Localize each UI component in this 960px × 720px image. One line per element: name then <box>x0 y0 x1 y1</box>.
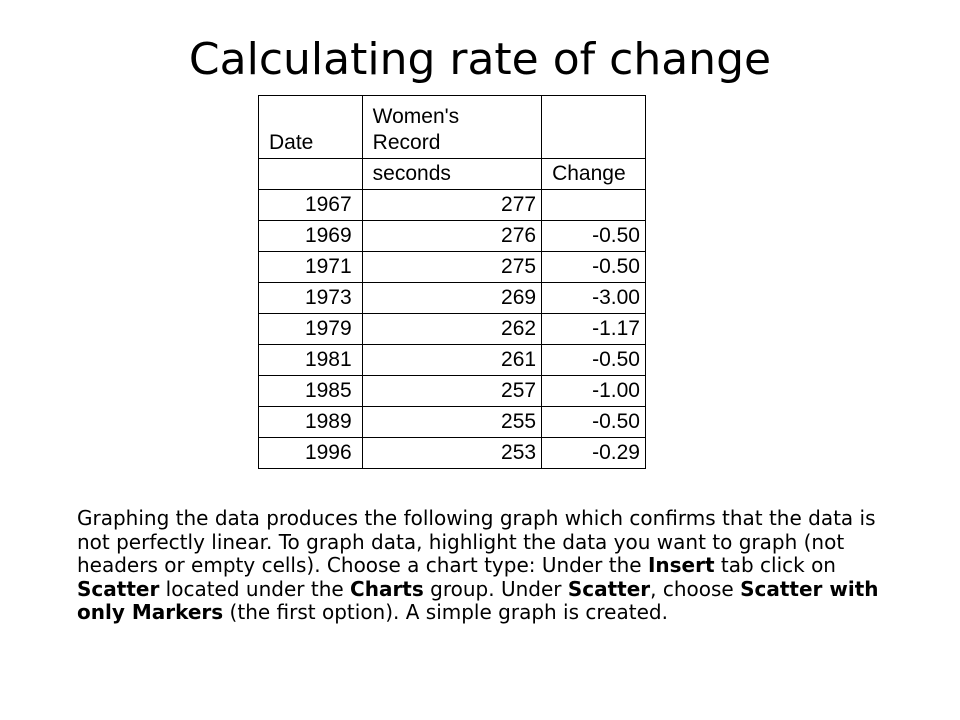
bold-scatter-markers: Scatter with only Markers <box>77 576 879 624</box>
table-header-row: Date Women's Record <box>258 95 646 159</box>
subheader-empty <box>258 158 363 190</box>
cell-change: -0.50 <box>541 251 646 283</box>
text-segment: group. Under <box>423 576 568 601</box>
text-segment: (the first option). A simple graph is cr… <box>223 600 668 624</box>
cell-record: 253 <box>361 437 543 469</box>
cell-change: -0.50 <box>541 344 646 376</box>
cell-record: 262 <box>361 313 543 345</box>
cell-record: 257 <box>361 375 543 407</box>
cell-change: -0.29 <box>541 437 646 469</box>
cell-record: 276 <box>361 220 543 252</box>
cell-date: 1973 <box>258 282 363 314</box>
text-segment: Graphing the data produces the following… <box>77 506 876 577</box>
table-row: 1985 257 -1.00 <box>258 375 646 407</box>
bold-scatter-2: Scatter <box>567 576 651 601</box>
cell-record: 277 <box>361 189 543 221</box>
table-row: 1989 255 -0.50 <box>258 406 646 438</box>
instructions-paragraph: Graphing the data produces the following… <box>77 506 907 625</box>
bold-insert: Insert <box>647 553 715 577</box>
cell-record: 255 <box>361 406 543 438</box>
text-segment: , choose <box>650 576 741 601</box>
bold-scatter: Scatter <box>77 576 160 601</box>
cell-change: -1.00 <box>541 375 646 407</box>
cell-change <box>541 189 646 221</box>
table-row: 1996 253 -0.29 <box>258 437 646 469</box>
cell-change: -1.17 <box>541 313 646 345</box>
cell-change: -0.50 <box>541 406 646 438</box>
header-womens-record: Women's Record <box>361 95 543 159</box>
table-row: 1979 262 -1.17 <box>258 313 646 345</box>
text-segment: tab click on <box>714 553 836 577</box>
table-row: 1967 277 <box>258 189 646 221</box>
record-table: Date Women's Record seconds Change 1967 2… <box>258 95 646 469</box>
cell-date: 1979 <box>258 313 363 345</box>
cell-record: 275 <box>361 251 543 283</box>
slide-title: Calculating rate of change <box>188 34 772 85</box>
header-seconds: seconds <box>361 158 543 190</box>
cell-date: 1967 <box>258 189 363 221</box>
cell-date: 1989 <box>258 406 363 438</box>
cell-change: -0.50 <box>541 220 646 252</box>
cell-change: -3.00 <box>541 282 646 314</box>
text-segment: located under the <box>159 576 351 601</box>
cell-date: 1981 <box>258 344 363 376</box>
bold-charts: Charts <box>350 576 424 601</box>
cell-date: 1971 <box>258 251 363 283</box>
header-date: Date <box>258 95 363 159</box>
table-row: 1969 276 -0.50 <box>258 220 646 252</box>
cell-record: 261 <box>361 344 543 376</box>
cell-date: 1996 <box>258 437 363 469</box>
header-change: Change <box>541 158 646 190</box>
cell-date: 1985 <box>258 375 363 407</box>
table-row: 1981 261 -0.50 <box>258 344 646 376</box>
cell-date: 1969 <box>258 220 363 252</box>
table-row: 1971 275 -0.50 <box>258 251 646 283</box>
cell-record: 269 <box>361 282 543 314</box>
table-subheader-row: seconds Change <box>258 158 646 190</box>
table-row: 1973 269 -3.00 <box>258 282 646 314</box>
header-empty <box>541 95 646 159</box>
